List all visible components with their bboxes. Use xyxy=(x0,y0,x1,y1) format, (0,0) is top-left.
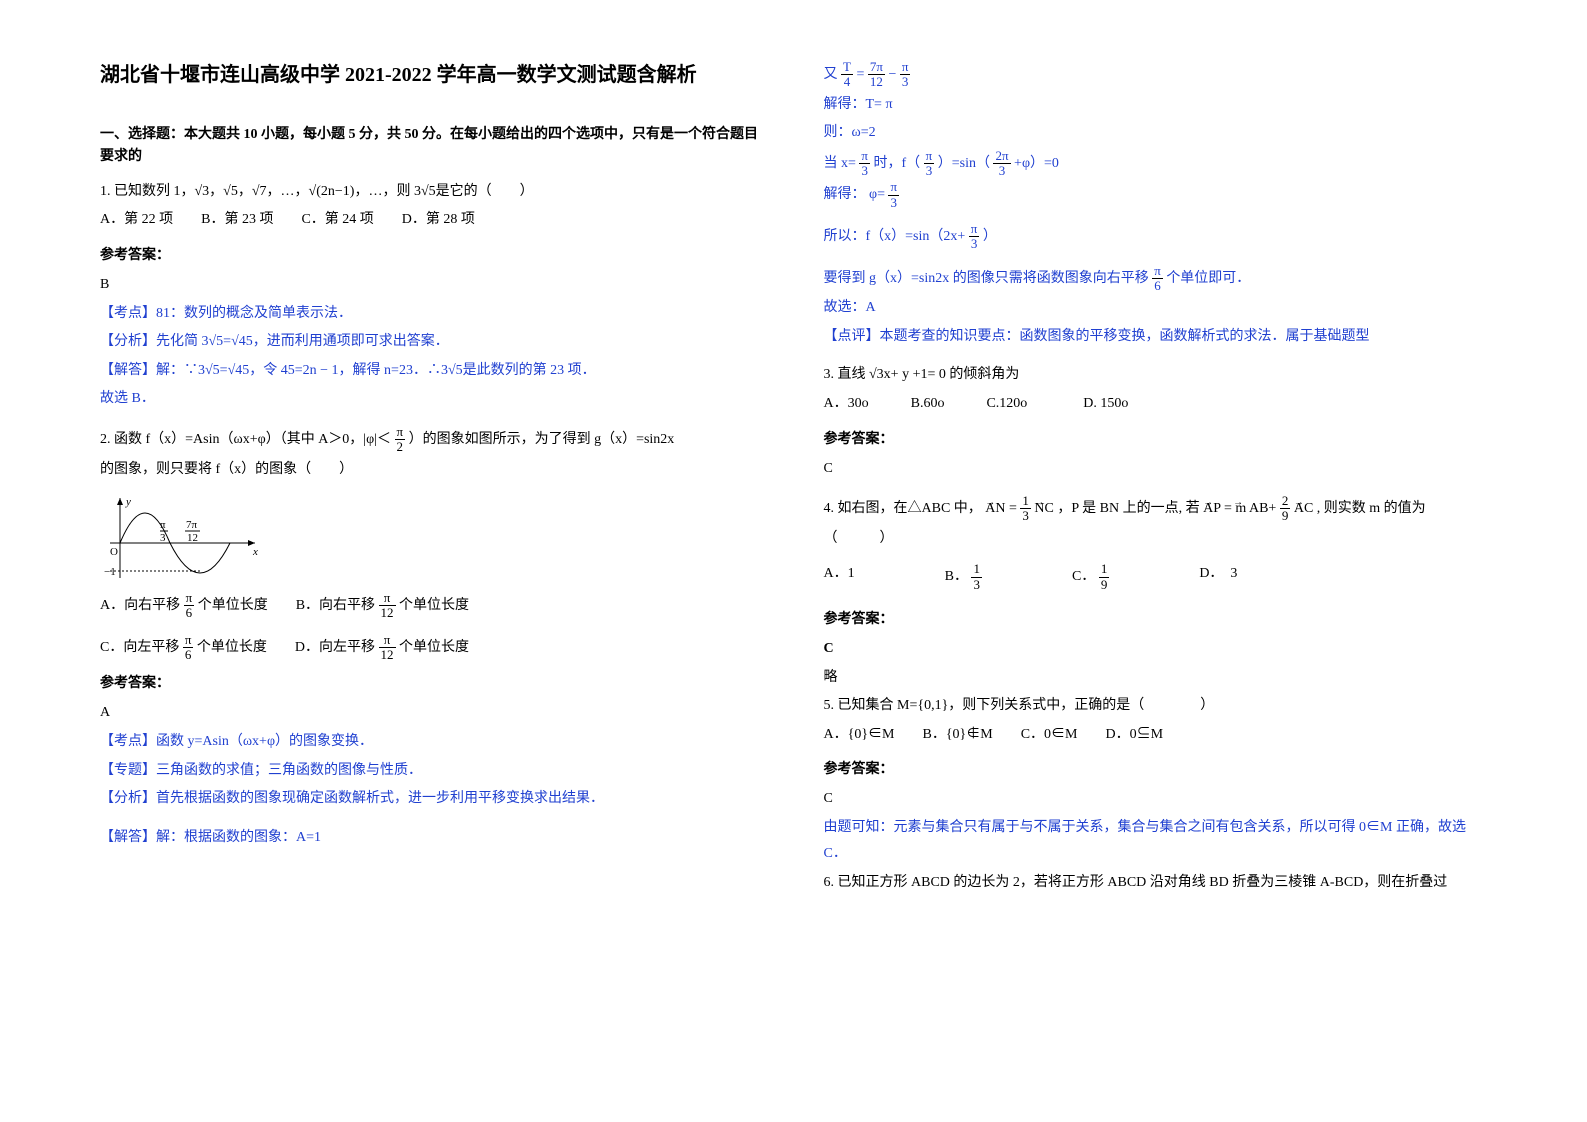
q5-answer: C xyxy=(824,786,1488,813)
r-l8: 故选：A xyxy=(824,295,1488,322)
svg-text:π: π xyxy=(160,519,166,531)
q4-optA: A．1 xyxy=(824,562,855,592)
r-l3: 则：ω=2 xyxy=(824,120,1488,147)
q4-answer: C xyxy=(824,636,1488,663)
q2-opt-row-1: A．向右平移 π 6 个单位长度 B．向右平移 π 12 个单位长度 xyxy=(100,591,764,621)
q2-jd: 【解答】解：根据函数的图象：A=1 xyxy=(100,825,764,852)
doc-title: 湖北省十堰市连山高级中学 2021-2022 学年高一数学文测试题含解析 xyxy=(100,60,764,90)
q2-optC2: 个单位长度 D．向左平移 xyxy=(197,640,375,655)
q1-kaodian: 【考点】81：数列的概念及简单表示法． xyxy=(100,301,764,328)
q2-kd: 【考点】函数 y=Asin（ωx+φ）的图象变换． xyxy=(100,729,764,756)
q1-jieda: 【解答】解：∵3√5=√45，令 45=2n − 1，解得 n=23．∴3√5是… xyxy=(100,358,764,385)
q4-optC: C． 1 9 xyxy=(1072,562,1109,592)
q1-guxuan: 故选 B． xyxy=(100,386,764,413)
q2-stem-line1: 2. 函数 f（x）=Asin（ωx+φ）（其中 A＞0，|φ|＜ π 2 ）的… xyxy=(100,425,764,455)
q5-exp: 由题可知：元素与集合只有属于与不属于关系，集合与集合之间有包含关系，所以可得 0… xyxy=(824,815,1488,868)
q2-fx: 【分析】首先根据函数的图象现确定函数解析式，进一步利用平移变换求出结果． xyxy=(100,786,764,813)
r-l2: 解得：T= π xyxy=(824,92,1488,119)
q2-optA: A．向右平移 xyxy=(100,598,180,613)
q2-stem-a: 2. 函数 f（x）=Asin（ωx+φ）（其中 A＞0，|φ|＜ xyxy=(100,432,391,447)
frac-pi-12-a: π 12 xyxy=(379,591,396,621)
q2-stem-line2: 的图象，则只要将 f（x）的图象（ ） xyxy=(100,457,764,484)
svg-text:12: 12 xyxy=(187,532,198,544)
svg-text:y: y xyxy=(125,496,131,508)
r-l5: 解得： φ= π 3 xyxy=(824,180,1488,210)
svg-text:x: x xyxy=(252,546,258,558)
num: π xyxy=(395,425,406,440)
q3-answer-label: 参考答案： xyxy=(824,428,1488,448)
q3-answer: C xyxy=(824,456,1488,483)
svg-text:7π: 7π xyxy=(186,519,198,531)
q2-optC: C．向左平移 xyxy=(100,640,179,655)
q4-lue: 略 xyxy=(824,665,1488,692)
q1-answer: B xyxy=(100,272,764,299)
q2-answer: A xyxy=(100,700,764,727)
den: 2 xyxy=(395,440,406,454)
vec-ap: → → AP = m AB+ xyxy=(1203,501,1280,516)
frac-pi-2: π 2 xyxy=(395,425,406,455)
r-l1: 又 T 4 = 7π 12 − π 3 xyxy=(824,60,1488,90)
section-1-head: 一、选择题：本大题共 10 小题，每小题 5 分，共 50 分。在每小题给出的四… xyxy=(100,124,764,169)
q2-optA3: 个单位长度 xyxy=(399,598,469,613)
q2-answer-label: 参考答案： xyxy=(100,672,764,692)
svg-text:O: O xyxy=(110,546,118,558)
q3-options: A．30o B.60o C.120o D. 150o xyxy=(824,391,1488,418)
frac-pi-12-b: π 12 xyxy=(379,633,396,663)
q2-optA2: 个单位长度 B．向右平移 xyxy=(198,598,375,613)
q4-optD: D． 3 xyxy=(1199,562,1237,592)
vec-nc: → NC xyxy=(1034,501,1057,516)
r-l6: 所以：f（x）=sin（2x+ π 3 ） xyxy=(824,222,1488,252)
frac-pi-6-b: π 6 xyxy=(183,633,194,663)
q2-graph: x y O −1 π 3 7π 12 xyxy=(100,493,260,583)
q4-optB: B． 1 3 xyxy=(945,562,982,592)
q2-zt: 【专题】三角函数的求值；三角函数的图像与性质． xyxy=(100,758,764,785)
q1-answer-label: 参考答案： xyxy=(100,244,764,264)
r-l7: 要得到 g（x）=sin2x 的图像只需将函数图象向右平移 π 6 个单位即可． xyxy=(824,264,1488,294)
q4-answer-label: 参考答案： xyxy=(824,608,1488,628)
svg-text:3: 3 xyxy=(160,532,166,544)
vec-ac: → AC xyxy=(1294,501,1317,516)
q1-stem: 1. 已知数列 1，√3，√5，√7，…，√(2n−1)，…，则 3√5是它的（… xyxy=(100,179,764,206)
q1-options: A．第 22 项 B．第 23 项 C．第 24 项 D．第 28 项 xyxy=(100,207,764,234)
q6-stem: 6. 已知正方形 ABCD 的边长为 2，若将正方形 ABCD 沿对角线 BD … xyxy=(824,870,1488,897)
r-l4: 当 x= π 3 时，f（ π 3 ）=sin（ 2π 3 +φ）=0 xyxy=(824,149,1488,179)
frac-pi-6-a: π 6 xyxy=(184,591,195,621)
q4-stem: 4. 如右图，在△ABC 中， → AN = 1 3 → NC ，P 是 BN … xyxy=(824,494,1488,524)
q2-stem-b: ）的图象如图所示，为了得到 g（x）=sin2x xyxy=(409,432,675,447)
q1-fenxi: 【分析】先化简 3√5=√45，进而利用通项即可求出答案． xyxy=(100,329,764,356)
r-l9: 【点评】本题考查的知识要点：函数图象的平移变换，函数解析式的求法．属于基础题型 xyxy=(824,324,1488,351)
q4-paren: （ ） xyxy=(824,526,1488,553)
q2-optC3: 个单位长度 xyxy=(399,640,469,655)
q2-opt-row-2: C．向左平移 π 6 个单位长度 D．向左平移 π 12 个单位长度 xyxy=(100,633,764,663)
q5-options: A．{0}∈M B．{0}∉M C．0∈M D．0⊆M xyxy=(824,722,1488,749)
q3-stem: 3. 直线 √3x+ y +1= 0 的倾斜角为 xyxy=(824,362,1488,389)
left-column: 湖北省十堰市连山高级中学 2021-2022 学年高一数学文测试题含解析 一、选… xyxy=(100,60,764,1062)
right-column: 又 T 4 = 7π 12 − π 3 解得：T= π 则：ω=2 当 x= π… xyxy=(824,60,1488,1062)
q5-answer-label: 参考答案： xyxy=(824,758,1488,778)
q5-stem: 5. 已知集合 M={0,1}，则下列关系式中，正确的是（ ） xyxy=(824,693,1488,720)
vec-an: → AN = xyxy=(985,501,1020,516)
q4-options: A．1 B． 1 3 C． 1 9 D． 3 xyxy=(824,562,1488,592)
svg-text:−1: −1 xyxy=(104,566,116,578)
